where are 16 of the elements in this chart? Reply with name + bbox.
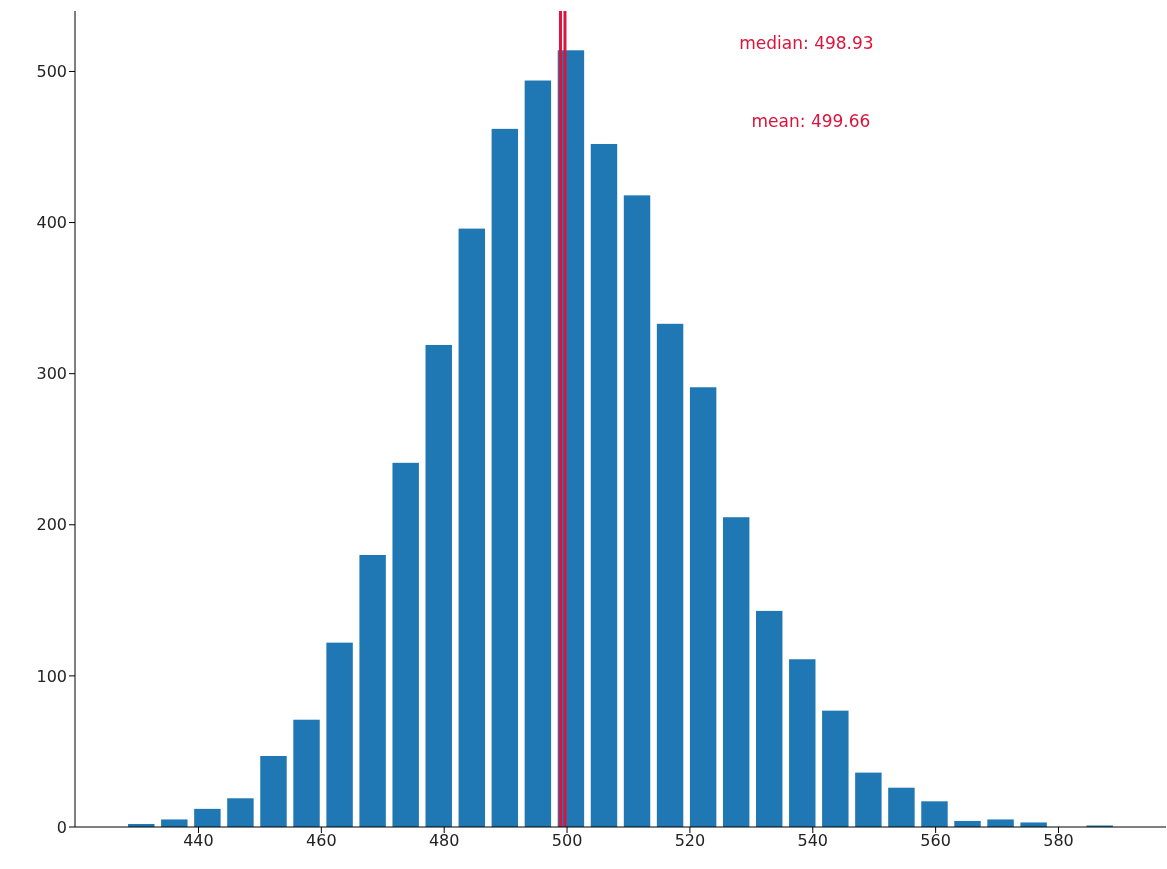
ref-line-label: median: 498.93 (739, 33, 874, 53)
x-tick-label: 560 (920, 831, 951, 851)
x-tick-label: 580 (1043, 831, 1074, 851)
ref-line-label: mean: 499.66 (751, 111, 871, 131)
x-tick-label: 480 (428, 831, 460, 851)
x-tick-label: 500 (551, 831, 583, 851)
x-tick-label: 440 (183, 831, 214, 851)
y-tick-label: 400 (36, 213, 67, 233)
y-tick-label: 500 (36, 62, 67, 82)
x-tick-label: 540 (797, 831, 829, 851)
y-tick-label: 0 (56, 817, 67, 837)
x-tick-label: 460 (306, 831, 337, 851)
y-tick-label: 300 (36, 364, 67, 384)
y-tick-label: 200 (36, 515, 67, 535)
y-tick-label: 100 (36, 666, 67, 686)
x-tick-label: 520 (674, 831, 706, 851)
